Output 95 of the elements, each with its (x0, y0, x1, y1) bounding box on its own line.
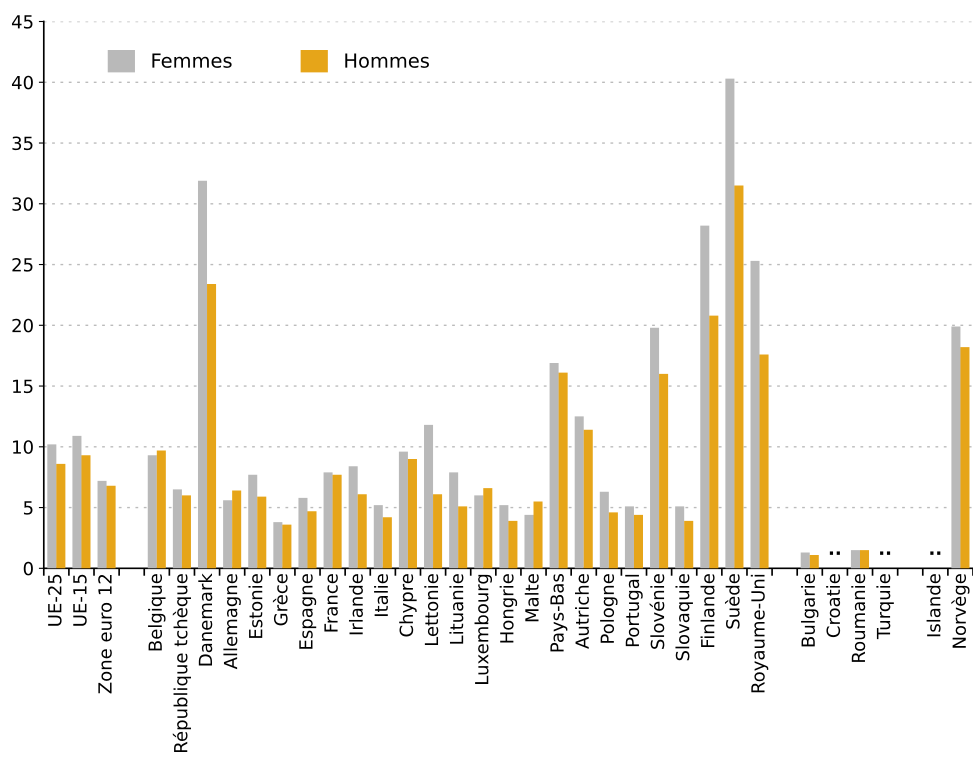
x-tick-label: UE-15 (73, 574, 87, 626)
bar (282, 524, 292, 568)
x-tick-label: Portugal (625, 574, 643, 646)
bar (709, 316, 718, 568)
bar (408, 458, 417, 568)
bar (358, 494, 367, 568)
x-tick-label: Turquie (876, 574, 894, 640)
x-tick-label: Norvège (951, 574, 970, 648)
bar (298, 498, 308, 568)
bar (332, 474, 342, 568)
x-tick-label: Zone euro 12 (98, 574, 112, 694)
x-tick-label: Slovaquie (675, 574, 693, 660)
bar (860, 550, 870, 568)
x-tick-label: Croatie (826, 574, 840, 638)
bar (483, 488, 492, 568)
bar (558, 372, 568, 568)
x-tick-label: Bulgarie (801, 574, 818, 646)
y-tick-label: 25 (12, 258, 32, 272)
bar (524, 514, 534, 568)
bar (584, 430, 593, 568)
x-tick-label: France (324, 574, 338, 632)
bar (550, 362, 559, 568)
bar (449, 472, 458, 568)
x-tick-label: Luxembourg (474, 574, 492, 684)
bar (960, 347, 970, 568)
x-tick-label: Roumanie (851, 574, 866, 662)
bar (232, 490, 242, 568)
x-tick-label: Finlande (700, 574, 715, 648)
bar (398, 452, 408, 568)
x-tick-label: Suède (724, 574, 740, 629)
x-tick-label: Hongrie (500, 574, 518, 642)
x-tick-label: Belgique (148, 574, 166, 650)
x-tick-label: République tchèque (172, 574, 192, 752)
bar (474, 495, 484, 568)
x-tick-label: Grèce (272, 574, 288, 626)
annotation: .. (880, 551, 890, 555)
annotation: .. (830, 551, 840, 555)
bar (106, 486, 116, 568)
bar (424, 424, 434, 568)
x-tick-label: Allemagne (223, 574, 241, 670)
bar (534, 501, 543, 568)
bar (307, 511, 317, 568)
legend-label: Femmes (152, 53, 232, 68)
x-tick-label: UE-25 (48, 574, 62, 626)
x-tick-label: Espagne (299, 574, 316, 649)
bar (508, 520, 518, 568)
annotation: .. (930, 551, 940, 555)
bar (273, 522, 282, 568)
x-tick-label: Islande (926, 574, 941, 636)
bar (182, 495, 191, 568)
bar (850, 550, 860, 568)
y-tick-label: 0 (24, 562, 33, 576)
legend-label: Hommes (345, 53, 429, 68)
x-tick-label: Italie (374, 574, 388, 616)
bar (324, 472, 333, 568)
x-tick-label: Pologne (600, 574, 618, 643)
bar (634, 514, 644, 568)
bar (608, 512, 618, 568)
x-tick-label: Danemark (198, 573, 212, 666)
y-tick-label: 5 (24, 501, 32, 515)
x-tick-label: Estonie (248, 574, 262, 638)
bar (257, 496, 266, 568)
bar (734, 186, 744, 568)
y-tick-label: 40 (12, 76, 33, 90)
bar (156, 450, 166, 568)
bar (684, 520, 694, 568)
bar (760, 354, 769, 568)
x-tick-label: Pays-Bas (550, 574, 568, 652)
x-tick-label: Chypre (399, 574, 417, 636)
y-tick-label: 30 (12, 197, 33, 211)
x-tick-label: Irlande (348, 574, 363, 634)
bar (207, 284, 216, 568)
x-tick-label: Autriche (574, 574, 589, 649)
bar (499, 505, 508, 568)
bar (382, 517, 392, 568)
x-tick-label: Lituanie (449, 574, 464, 644)
x-tick-label: Slovénie (650, 574, 664, 649)
x-tick-label: Lettonie (424, 574, 438, 646)
bar (659, 374, 668, 568)
bar (810, 554, 819, 568)
bar (458, 506, 468, 568)
bar (81, 455, 90, 568)
bar (348, 466, 358, 568)
x-tick-label: Malte (524, 574, 539, 622)
bar (800, 552, 810, 568)
x-tick-label: Royaume-Uni (750, 574, 768, 692)
bar (56, 464, 66, 568)
bar (374, 505, 383, 568)
y-tick-label: 45 (12, 15, 32, 29)
bar (574, 416, 584, 568)
y-tick-label: 20 (12, 318, 33, 332)
y-tick-label: 10 (13, 440, 33, 454)
y-tick-label: 15 (13, 380, 32, 394)
y-tick-label: 35 (12, 136, 32, 150)
bar (433, 494, 442, 568)
